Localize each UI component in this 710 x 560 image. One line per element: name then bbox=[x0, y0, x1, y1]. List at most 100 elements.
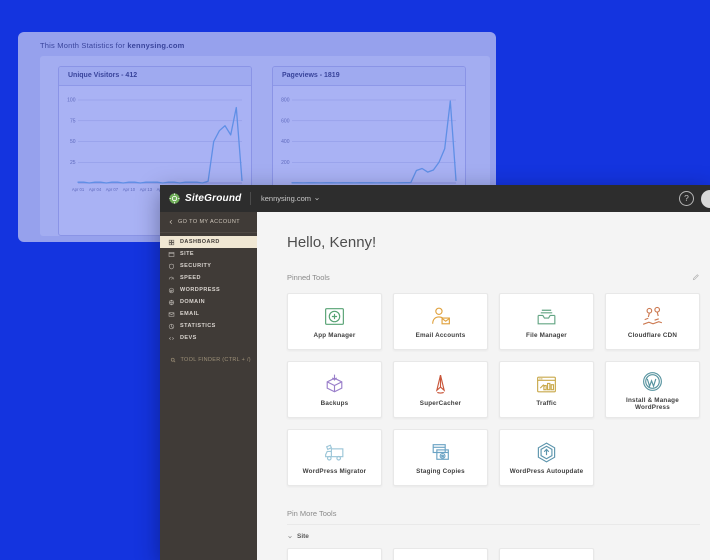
arrow-left-icon bbox=[169, 220, 172, 224]
statistics-icon bbox=[168, 323, 175, 329]
tool-card-label: Install & Manage WordPress bbox=[626, 396, 679, 411]
sidebar-item-statistics[interactable]: STATISTICS bbox=[160, 320, 257, 332]
sidebar-item-security[interactable]: SECURITY bbox=[160, 260, 257, 272]
siteground-logo-text: SiteGround bbox=[185, 193, 242, 204]
topbar-right: ? bbox=[679, 189, 710, 208]
tool-card-traffic[interactable]: Traffic bbox=[499, 361, 594, 418]
pin-icon[interactable] bbox=[474, 554, 481, 560]
tool-card-backups[interactable]: Backups bbox=[287, 361, 382, 418]
traffic-icon bbox=[537, 376, 556, 393]
siteground-logo-icon bbox=[169, 193, 180, 204]
tool-card-staging-copies[interactable]: Staging Copies bbox=[393, 429, 488, 486]
tool-finder-label: TOOL FINDER (CTRL + /) bbox=[180, 357, 251, 364]
sidebar-item-label: DASHBOARD bbox=[180, 239, 220, 245]
tool-card-label: Staging Copies bbox=[416, 468, 465, 475]
tool-card-label: SuperCacher bbox=[419, 400, 462, 407]
site-selector-dropdown[interactable]: kennysing.com bbox=[261, 194, 320, 203]
site-group-toggle[interactable]: Site bbox=[287, 533, 700, 540]
main-content: Hello, Kenny! Pinned Tools App Manager E… bbox=[257, 212, 710, 560]
tool-finder-button[interactable]: TOOL FINDER (CTRL + /) bbox=[160, 357, 257, 364]
tool-card-label: File Manager bbox=[526, 332, 567, 339]
speed-icon bbox=[168, 276, 175, 280]
tool-card-label: WordPress Autoupdate bbox=[509, 468, 584, 475]
sidebar-item-speed[interactable]: SPEED bbox=[160, 272, 257, 284]
more-tool-card-php-manager[interactable] bbox=[499, 548, 594, 560]
svg-text:Apr 07: Apr 07 bbox=[106, 187, 119, 192]
svg-text:25: 25 bbox=[70, 160, 76, 166]
backups-icon bbox=[326, 374, 343, 393]
wordpress-icon bbox=[168, 287, 175, 293]
tool-card-wordpress-migrator[interactable]: WordPress Migrator bbox=[287, 429, 382, 486]
svg-text:800: 800 bbox=[281, 98, 290, 104]
tool-card-file-manager[interactable]: File Manager bbox=[499, 293, 594, 350]
topbar: SiteGround kennysing.com ? bbox=[160, 185, 710, 212]
sidebar-item-label: SECURITY bbox=[180, 263, 212, 269]
svg-text:600: 600 bbox=[281, 118, 290, 124]
sidebar-item-domain[interactable]: DOMAIN bbox=[160, 296, 257, 308]
sidebar-item-dashboard[interactable]: DASHBOARD bbox=[160, 236, 257, 248]
help-icon[interactable]: ? bbox=[679, 191, 694, 206]
search-icon bbox=[170, 357, 176, 363]
app-manager-icon bbox=[325, 308, 344, 325]
more-tool-card-file-manager[interactable] bbox=[287, 548, 382, 560]
sidebar-item-label: SPEED bbox=[180, 275, 201, 281]
tool-card-supercacher[interactable]: SuperCacher bbox=[393, 361, 488, 418]
pinned-tools-header-row: Pinned Tools bbox=[287, 268, 700, 286]
tool-card-email-accounts[interactable]: Email Accounts bbox=[393, 293, 488, 350]
more-tool-card-ftp[interactable] bbox=[393, 548, 488, 560]
pinned-tools-grid: App Manager Email Accounts File Manager bbox=[287, 293, 700, 486]
sidebar: GO TO MY ACCOUNT DASHBOARD SITE SECURITY bbox=[160, 212, 257, 560]
sidebar-item-label: SITE bbox=[180, 251, 195, 257]
security-icon bbox=[169, 263, 174, 269]
tool-card-cloudflare-cdn[interactable]: Cloudflare CDN bbox=[605, 293, 700, 350]
site-group-label: Site bbox=[297, 533, 309, 540]
sidebar-item-label: DEVS bbox=[180, 335, 197, 341]
staging-windows-icon bbox=[432, 444, 449, 460]
more-tools-grid bbox=[287, 548, 700, 560]
tool-card-label: Backups bbox=[320, 400, 349, 407]
tool-card-label: App Manager bbox=[313, 332, 356, 339]
edit-pins-icon[interactable] bbox=[692, 268, 700, 286]
svg-text:400: 400 bbox=[281, 139, 290, 145]
truck-icon bbox=[325, 444, 344, 461]
email-icon bbox=[168, 311, 175, 317]
sidebar-item-label: EMAIL bbox=[180, 311, 200, 317]
topbar-divider bbox=[250, 192, 251, 205]
tool-card-app-manager[interactable]: App Manager bbox=[287, 293, 382, 350]
svg-text:50: 50 bbox=[70, 139, 76, 145]
chevron-down-icon bbox=[315, 197, 319, 200]
chevron-down-icon bbox=[288, 535, 292, 538]
pin-more-tools-label: Pin More Tools bbox=[287, 509, 700, 525]
svg-text:Apr 13: Apr 13 bbox=[140, 187, 153, 192]
go-to-my-account-link[interactable]: GO TO MY ACCOUNT bbox=[160, 212, 257, 233]
sidebar-item-wordpress[interactable]: WORDPRESS bbox=[160, 284, 257, 296]
tool-card-label: Traffic bbox=[536, 400, 557, 407]
go-to-my-account-label: GO TO MY ACCOUNT bbox=[178, 219, 241, 225]
email-accounts-icon bbox=[432, 307, 450, 325]
svg-text:100: 100 bbox=[67, 98, 76, 104]
domain-icon bbox=[168, 299, 175, 305]
autoupdate-hexagon-icon bbox=[537, 442, 556, 463]
sidebar-item-label: DOMAIN bbox=[180, 299, 206, 305]
sidebar-item-email[interactable]: EMAIL bbox=[160, 308, 257, 320]
svg-text:Apr 10: Apr 10 bbox=[123, 187, 136, 192]
pin-icon[interactable] bbox=[580, 554, 587, 560]
unique-visitors-chart-title: Unique Visitors - 412 bbox=[59, 67, 251, 86]
statistics-title-prefix: This Month Statistics for bbox=[40, 41, 128, 50]
svg-text:Apr 01: Apr 01 bbox=[72, 187, 85, 192]
sidebar-item-site[interactable]: SITE bbox=[160, 248, 257, 260]
sidebar-item-devs[interactable]: DEVS bbox=[160, 332, 257, 344]
pin-icon[interactable] bbox=[368, 554, 375, 560]
user-avatar[interactable] bbox=[701, 189, 710, 208]
siteground-logo[interactable]: SiteGround bbox=[160, 192, 248, 205]
dashboard-icon bbox=[168, 239, 175, 245]
site-selector-label: kennysing.com bbox=[261, 194, 312, 203]
site-icon bbox=[168, 251, 175, 257]
svg-text:75: 75 bbox=[70, 118, 76, 124]
tool-card-wordpress-autoupdate[interactable]: WordPress Autoupdate bbox=[499, 429, 594, 486]
tool-card-install-manage-wordpress[interactable]: Install & Manage WordPress bbox=[605, 361, 700, 418]
svg-text:200: 200 bbox=[281, 160, 290, 166]
sidebar-nav: DASHBOARD SITE SECURITY SPEED bbox=[160, 236, 257, 344]
supercacher-icon bbox=[435, 374, 446, 394]
pinned-tools-label: Pinned Tools bbox=[287, 272, 330, 282]
